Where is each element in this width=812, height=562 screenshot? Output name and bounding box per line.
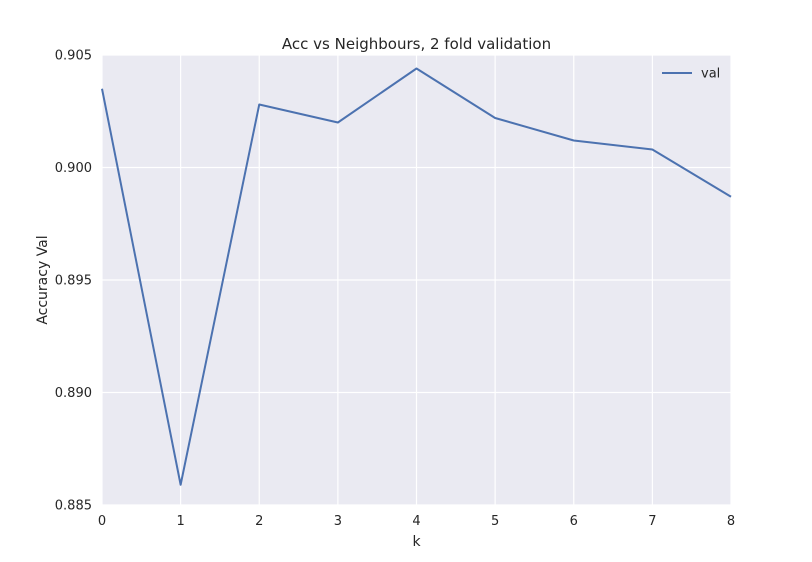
legend: val xyxy=(662,67,720,82)
x-axis-label: k xyxy=(412,534,421,550)
y-tick-labels: 0.885 0.890 0.895 0.900 0.905 xyxy=(55,49,92,514)
x-tick-labels: 0 1 2 3 4 5 6 7 8 xyxy=(98,514,735,529)
y-axis-label: Accuracy Val xyxy=(35,235,51,324)
x-tick-label: 8 xyxy=(727,514,735,529)
series-line-val xyxy=(101,67,732,486)
x-tick-label: 5 xyxy=(491,514,499,529)
y-tick-label: 0.900 xyxy=(55,161,92,176)
x-tick-label: 6 xyxy=(570,514,578,529)
x-tick-label: 7 xyxy=(648,514,656,529)
chart-title: Acc vs Neighbours, 2 fold validation xyxy=(282,35,551,53)
x-tick-label: 1 xyxy=(176,514,184,529)
x-tick-label: 3 xyxy=(334,514,342,529)
y-tick-label: 0.885 xyxy=(55,499,92,514)
y-tick-label: 0.890 xyxy=(55,386,92,401)
legend-label: val xyxy=(701,67,720,82)
y-tick-label: 0.895 xyxy=(55,274,92,289)
x-tick-label: 4 xyxy=(412,514,420,529)
series-layer xyxy=(101,67,732,486)
x-tick-label: 2 xyxy=(255,514,263,529)
y-tick-label: 0.905 xyxy=(55,49,92,64)
grid xyxy=(101,54,732,506)
x-tick-label: 0 xyxy=(98,514,106,529)
